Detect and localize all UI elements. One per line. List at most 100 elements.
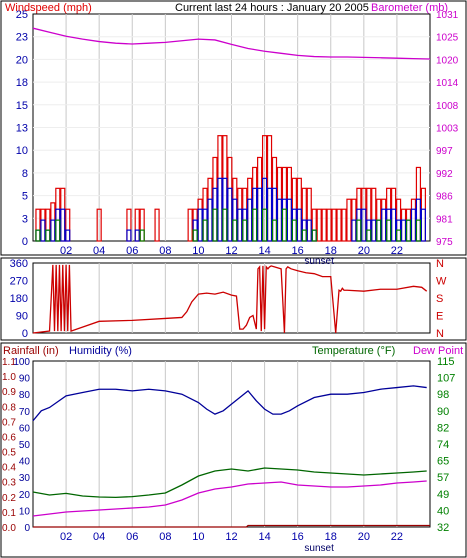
bottom-x-tick: 06 (126, 531, 138, 543)
rainfall-tick: 0.8 (2, 402, 16, 413)
top-x-tick: 12 (225, 245, 237, 257)
wind-bar (242, 219, 248, 242)
wind-bar (326, 208, 332, 242)
wind-bar (261, 208, 268, 242)
wind-bar (217, 177, 223, 242)
compass-tick: W (436, 276, 447, 288)
humidity-line (32, 385, 427, 422)
humidity-title: Humidity (%) (69, 345, 132, 357)
windspeed-tick: 0 (22, 236, 28, 248)
wind-bar (232, 219, 238, 242)
wind-bar (331, 208, 337, 242)
wind-direction-line (32, 264, 428, 334)
wind-bar (247, 198, 253, 242)
top-x-tick: 20 (358, 245, 370, 257)
rainfall-tick: 0.9 (2, 387, 16, 398)
wind-bar (126, 229, 132, 242)
wind-bar (187, 208, 193, 242)
wind-bar (351, 219, 357, 242)
windspeed-tick: 23 (16, 32, 28, 44)
wind-bar (154, 208, 160, 242)
barometer-tick: 1014 (436, 78, 459, 89)
wind-bar (386, 219, 392, 242)
barometer-line (32, 27, 431, 60)
humidity-tick: 30 (19, 473, 31, 484)
wind-bar (366, 229, 372, 242)
top-x-tick: 14 (258, 245, 270, 257)
wind-bar (361, 208, 367, 242)
rainfall-tick: 0.0 (2, 523, 16, 534)
rainfall-tick: 1.1 (2, 357, 16, 368)
humidity-tick: 0 (24, 523, 30, 534)
wind-bar (139, 229, 145, 242)
windspeed-tick: 25 (16, 9, 28, 21)
wind-bar (405, 219, 412, 242)
wind-bar (306, 219, 312, 242)
wind-bar (55, 219, 61, 242)
wind-bar (420, 208, 426, 242)
barometer-tick: 1025 (436, 33, 459, 44)
humidity-tick: 50 (19, 440, 31, 451)
chart-title: Current last 24 hours : January 20 2005 (175, 2, 369, 14)
humidity-tick: 70 (19, 407, 31, 418)
barometer-tick: 981 (436, 214, 453, 225)
compass-tick: N (436, 258, 444, 270)
wind-bar (391, 208, 397, 242)
humidity-tick: 90 (19, 374, 31, 385)
wind-bar (395, 229, 402, 242)
bottom-x-tick: 20 (358, 531, 370, 543)
wind-bar (356, 219, 362, 242)
wind-bar (237, 208, 243, 242)
wind-bar (291, 219, 297, 242)
barometer-tick: 986 (436, 192, 453, 203)
bottom-x-tick: 22 (391, 531, 403, 543)
compass-tick: E (436, 311, 443, 323)
bottom-x-tick: 16 (292, 531, 304, 543)
bottom-x-tick: 14 (258, 531, 270, 543)
rainfall-title: Rainfall (in) (3, 345, 59, 357)
wind-bar (60, 208, 66, 242)
wind-bar (371, 219, 377, 242)
temperature-title: Temperature (°F) (312, 345, 395, 357)
wind-bar (400, 219, 407, 242)
top-x-tick: 04 (93, 245, 105, 257)
temperature-line (32, 467, 427, 499)
chart-marks (32, 27, 431, 528)
bottom-x-tick: 04 (93, 531, 105, 543)
wind-bar (50, 219, 56, 242)
barometer-tick: 1020 (436, 55, 459, 66)
dewpoint-line (32, 480, 427, 517)
temperature-tick: 32 (437, 522, 449, 534)
wind-bar (197, 208, 203, 242)
wind-bar (192, 229, 198, 242)
wind-bar (222, 208, 228, 242)
wind-bar (346, 198, 352, 242)
wind-bar (311, 229, 317, 242)
barometer-tick: 1031 (436, 10, 459, 21)
dewpoint-title: Dew Point (413, 345, 463, 357)
barometer-tick: 992 (436, 169, 453, 180)
rainfall-line (33, 524, 430, 528)
windspeed-tick: 20 (16, 54, 28, 66)
bottom-x-tick: 08 (159, 531, 171, 543)
direction-tick: 180 (10, 293, 28, 305)
top-x-tick: 18 (325, 245, 337, 257)
wind-bar (96, 208, 102, 242)
barometer-tick: 975 (436, 237, 453, 248)
temperature-tick: 115 (437, 356, 455, 368)
barometer-tick: 1003 (436, 124, 459, 135)
top-x-tick: 16 (292, 245, 304, 257)
bottom-sunset-text: sunset (304, 543, 334, 554)
wind-bar (410, 208, 417, 242)
rainfall-tick: 0.7 (2, 417, 16, 428)
wind-bar (227, 187, 233, 242)
wind-bar (376, 219, 382, 242)
rainfall-tick: 0.6 (2, 432, 16, 443)
temperature-tick: 65 (437, 456, 449, 468)
rainfall-tick: 0.5 (2, 448, 16, 459)
temperature-tick: 98 (437, 389, 449, 401)
wind-bar (257, 187, 263, 242)
wind-bar (316, 208, 322, 242)
temperature-tick: 82 (437, 422, 449, 434)
